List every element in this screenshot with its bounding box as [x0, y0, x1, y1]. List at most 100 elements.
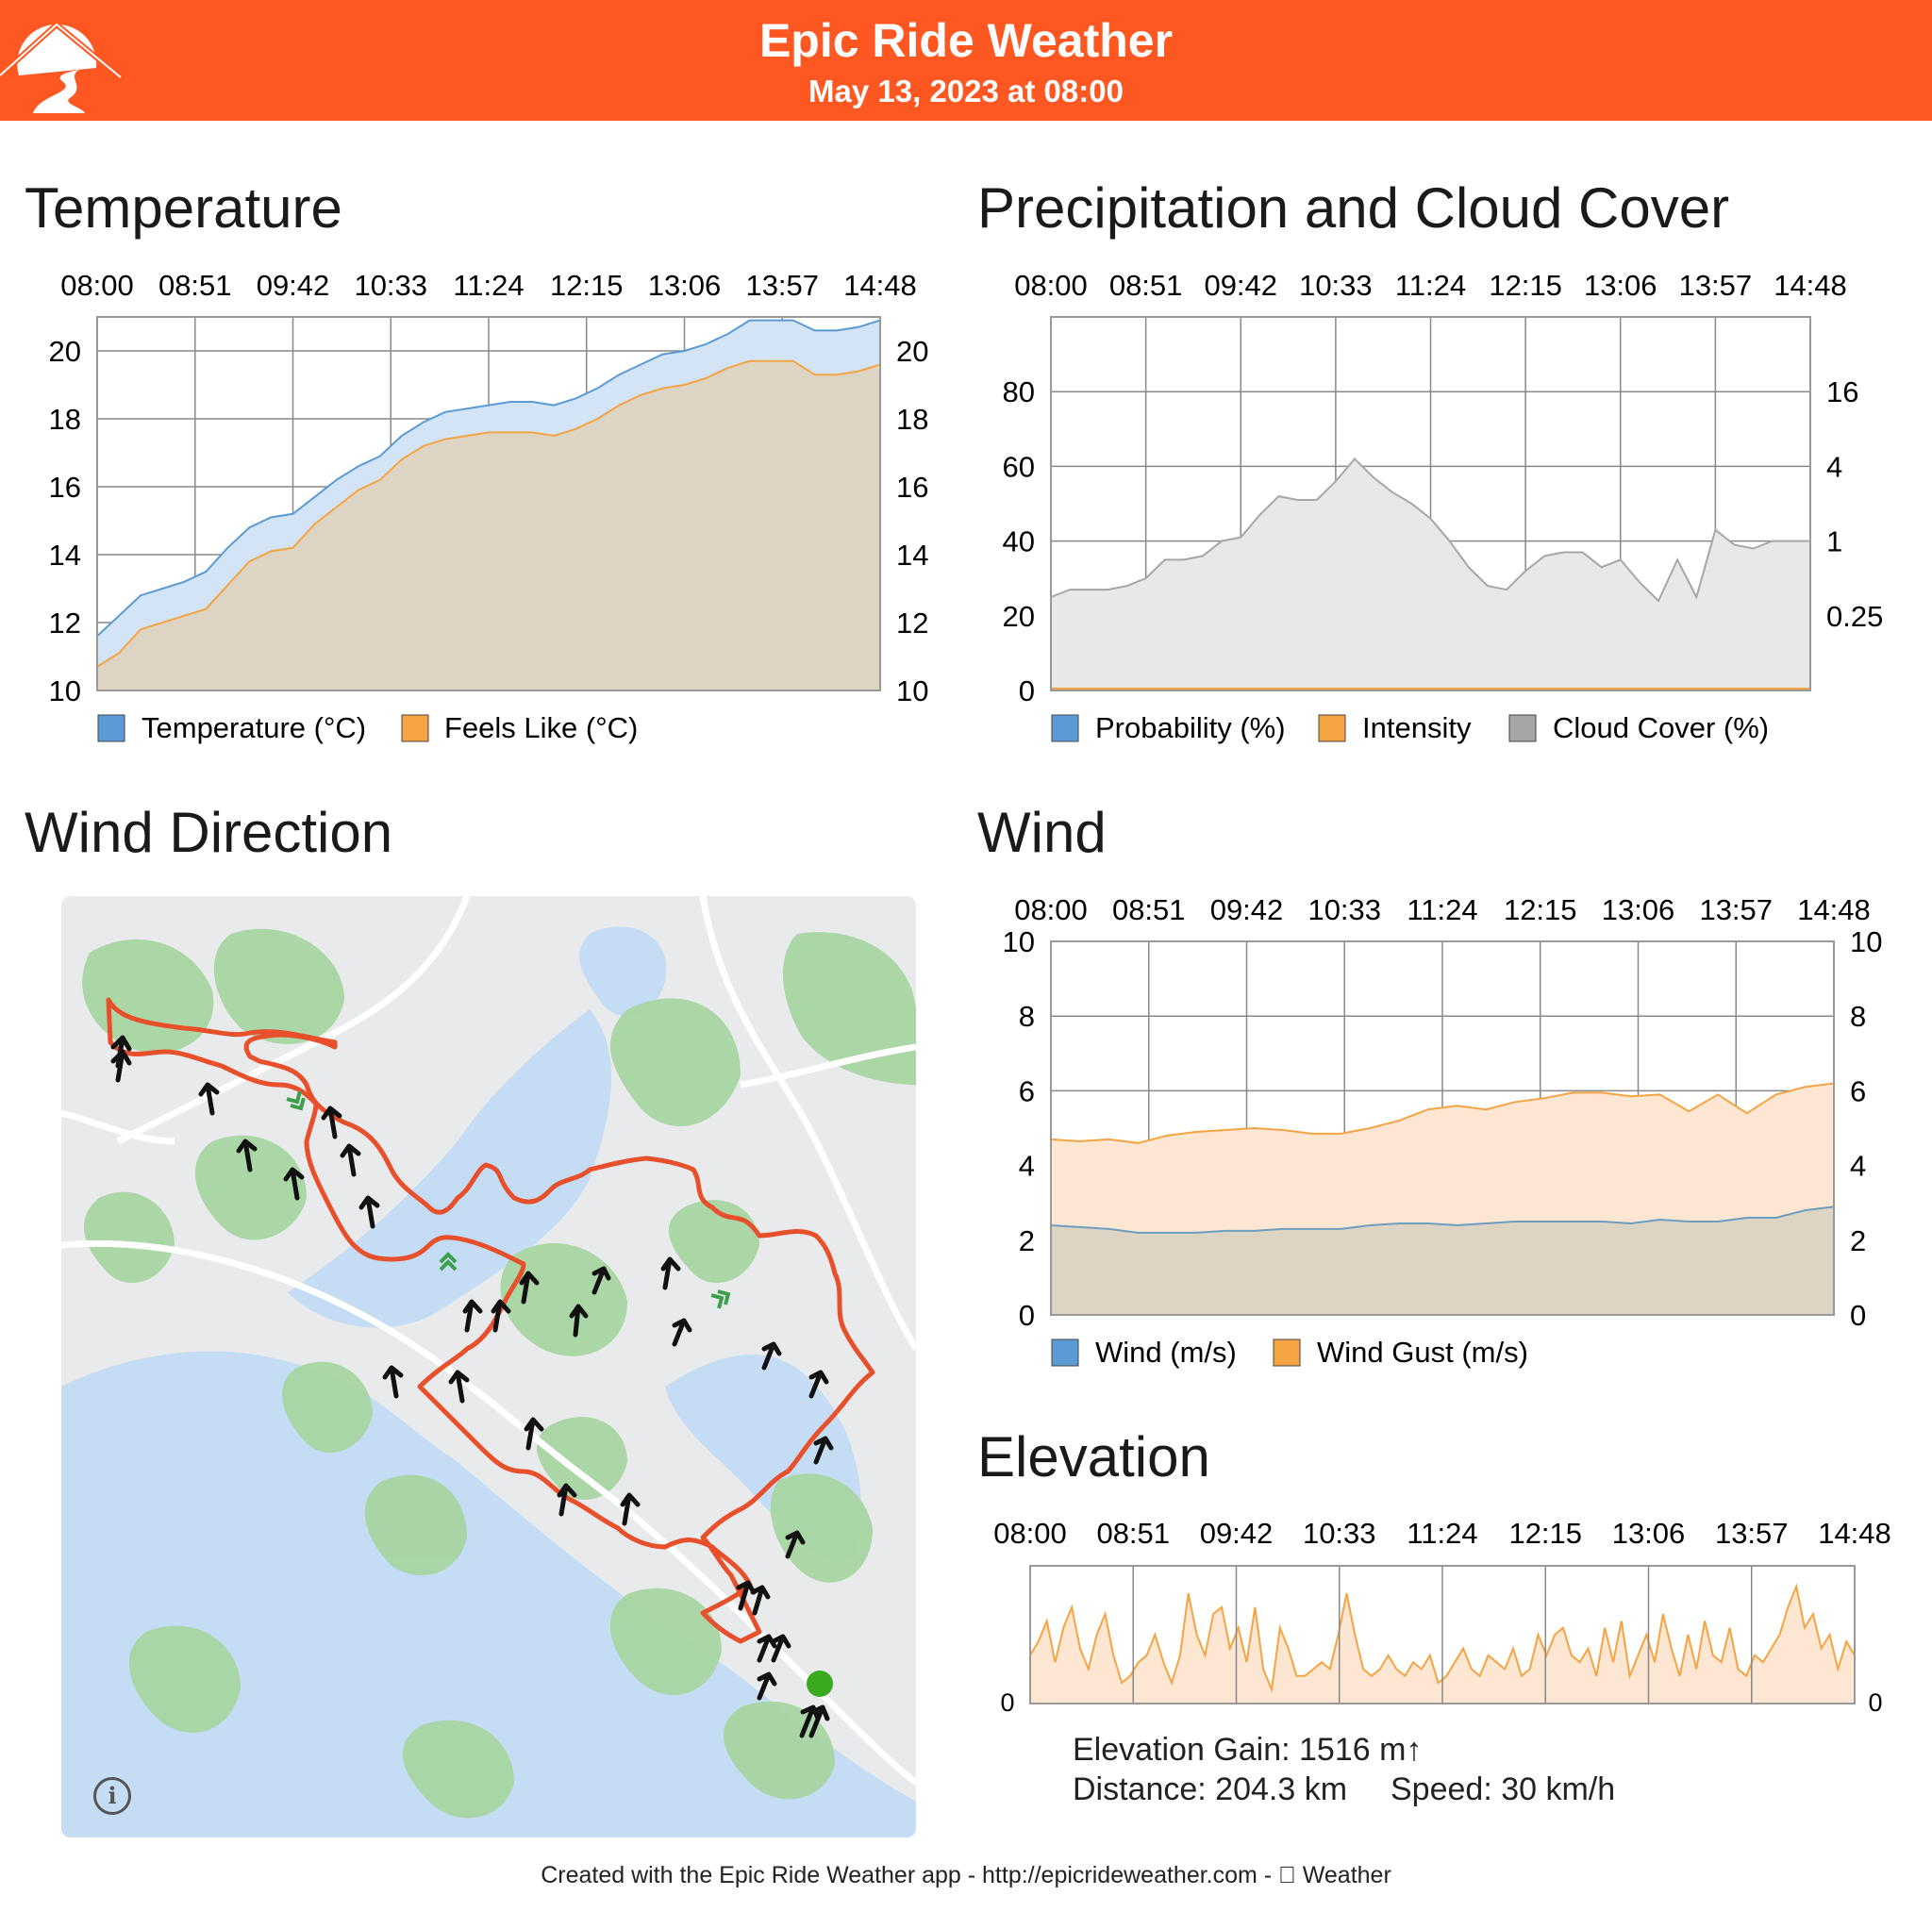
y-tick-label: 8 — [1850, 1000, 1866, 1033]
time-tick-label: 14:48 — [843, 269, 917, 302]
wind-direction-map[interactable]: i — [61, 896, 916, 1837]
time-tick-label: 14:48 — [1818, 1517, 1891, 1550]
y-tick-label: 2 — [1850, 1224, 1866, 1257]
cloud-cover-legend-label: Cloud Cover (%) — [1553, 711, 1769, 744]
temperature-grid — [97, 317, 880, 690]
precipitation-title: Precipitation and Cloud Cover — [977, 176, 1730, 240]
elevation-gain: Elevation Gain: 1516 m↑ — [1073, 1732, 1423, 1768]
y-tick-label: 8 — [1019, 1000, 1035, 1033]
footer-credit: Created with the Epic Ride Weather app -… — [541, 1862, 1391, 1888]
elevation-grid — [1132, 1566, 1753, 1704]
y-tick-label: 16 — [896, 471, 928, 504]
time-tick-label: 08:00 — [60, 269, 134, 302]
time-tick-label: 10:33 — [1307, 893, 1381, 926]
y-tick-label: 6 — [1850, 1074, 1866, 1107]
time-tick-label: 13:06 — [1602, 893, 1675, 926]
temperature-time-labels: 08:00 08:51 09:42 10:33 11:24 12:15 13:06 13:57… — [60, 269, 917, 302]
y-tick-label: 40 — [1003, 525, 1035, 558]
app-title: Epic Ride Weather — [758, 14, 1174, 67]
y-tick-label: 10 — [896, 674, 928, 707]
distance: Distance: 204.3 km — [1073, 1771, 1348, 1807]
wind-area — [1051, 1206, 1834, 1315]
temperature-y-ticks-right: 20 18 16 14 12 10 — [896, 335, 928, 707]
probability-legend-swatch — [1051, 714, 1079, 742]
water-body — [288, 1009, 612, 1328]
time-tick-label: 13:57 — [1715, 1517, 1789, 1550]
elevation-line — [1029, 1583, 1856, 1694]
start-marker — [807, 1671, 833, 1697]
y-tick-label: 4 — [1850, 1150, 1866, 1183]
time-tick-label: 13:57 — [745, 269, 819, 302]
elevation-zero-right: 0 — [1868, 1688, 1882, 1717]
time-tick-label: 08:51 — [1112, 893, 1186, 926]
time-tick-label: 09:42 — [1210, 893, 1284, 926]
time-tick-label: 13:06 — [1584, 269, 1657, 302]
time-tick-label: 10:33 — [354, 269, 427, 302]
time-tick-label: 08:00 — [1014, 893, 1088, 926]
temperature-line — [96, 319, 881, 638]
time-tick-label: 08:51 — [158, 269, 232, 302]
time-tick-label: 12:15 — [1508, 1517, 1582, 1550]
time-tick-label: 11:24 — [1395, 269, 1466, 302]
wind-y-ticks-right: 10 8 6 4 2 0 — [1850, 925, 1882, 1332]
temperature-area — [97, 320, 880, 690]
forest-patches — [82, 928, 916, 1819]
info-icon[interactable]: i — [93, 1777, 131, 1815]
y-tick-label: 10 — [49, 674, 81, 707]
time-tick-label: 11:24 — [1407, 1517, 1477, 1550]
wind-line — [1050, 1205, 1835, 1234]
y-tick-label: 60 — [1003, 450, 1035, 483]
feels-like-area — [97, 360, 880, 690]
y-tick-label: 20 — [49, 335, 81, 368]
cloud-cover-area — [1051, 458, 1810, 690]
wind-arrows — [110, 1035, 834, 1738]
time-tick-label: 11:24 — [453, 269, 524, 302]
app-header: Epic Ride Weather May 13, 2023 at 08:00 — [0, 0, 1932, 121]
time-tick-label: 08:51 — [1109, 269, 1183, 302]
time-tick-label: 12:15 — [1504, 893, 1577, 926]
y-tick-label: 12 — [896, 607, 928, 640]
map-canvas — [61, 896, 916, 1837]
precipitation-y-ticks-right: 16 4 1 0.25 — [1826, 375, 1883, 633]
y-tick-label: 18 — [49, 403, 81, 436]
wind-y-ticks-left: 10 8 6 4 2 0 — [1003, 925, 1035, 1332]
y-tick-label: 4 — [1826, 450, 1842, 483]
precipitation-time-labels: 08:00 08:51 09:42 10:33 11:24 12:15 13:06 13:57… — [1014, 269, 1847, 302]
intensity-legend-swatch — [1318, 714, 1346, 742]
temperature-y-ticks-left: 20 18 16 14 12 10 — [49, 335, 81, 707]
y-tick-label: 0 — [1019, 1299, 1035, 1332]
time-tick-label: 14:48 — [1797, 893, 1871, 926]
elevation-time-labels: 08:00 08:51 09:42 10:33 11:24 12:15 13:06 13:57… — [993, 1517, 1891, 1550]
time-tick-label: 13:06 — [648, 269, 722, 302]
time-tick-label: 08:00 — [993, 1517, 1067, 1550]
y-tick-label: 20 — [1003, 600, 1035, 633]
forecast-date: May 13, 2023 at 08:00 — [808, 74, 1124, 108]
y-tick-label: 16 — [1826, 375, 1858, 408]
temperature-legend-label: Temperature (°C) — [142, 711, 366, 744]
precipitation-grid — [1051, 317, 1810, 690]
temperature-title: Temperature — [25, 176, 342, 240]
time-tick-label: 08:00 — [1014, 269, 1088, 302]
probability-legend-label: Probability (%) — [1095, 711, 1286, 744]
time-tick-label: 09:42 — [257, 269, 330, 302]
wind-gust-legend-swatch — [1273, 1338, 1301, 1367]
time-tick-label: 10:33 — [1303, 1517, 1376, 1550]
y-tick-label: 20 — [896, 335, 928, 368]
time-tick-label: 14:48 — [1774, 269, 1847, 302]
water-body — [61, 1351, 916, 1837]
y-tick-label: 0.25 — [1826, 600, 1883, 633]
cloud-cover-line — [1050, 457, 1810, 603]
y-tick-label: 12 — [49, 607, 81, 640]
y-tick-label: 16 — [49, 471, 81, 504]
time-tick-label: 13:06 — [1612, 1517, 1686, 1550]
route-path — [106, 997, 875, 1644]
cloud-cover-legend-swatch — [1508, 714, 1537, 742]
time-tick-label: 11:24 — [1407, 893, 1477, 926]
time-tick-label: 08:51 — [1096, 1517, 1170, 1550]
time-tick-label: 10:33 — [1299, 269, 1373, 302]
y-tick-label: 10 — [1850, 925, 1882, 958]
elevation-title: Elevation — [977, 1425, 1210, 1488]
wind-gust-area — [1051, 1083, 1834, 1315]
mountain-road-logo — [0, 21, 123, 113]
y-tick-label: 6 — [1019, 1074, 1035, 1107]
